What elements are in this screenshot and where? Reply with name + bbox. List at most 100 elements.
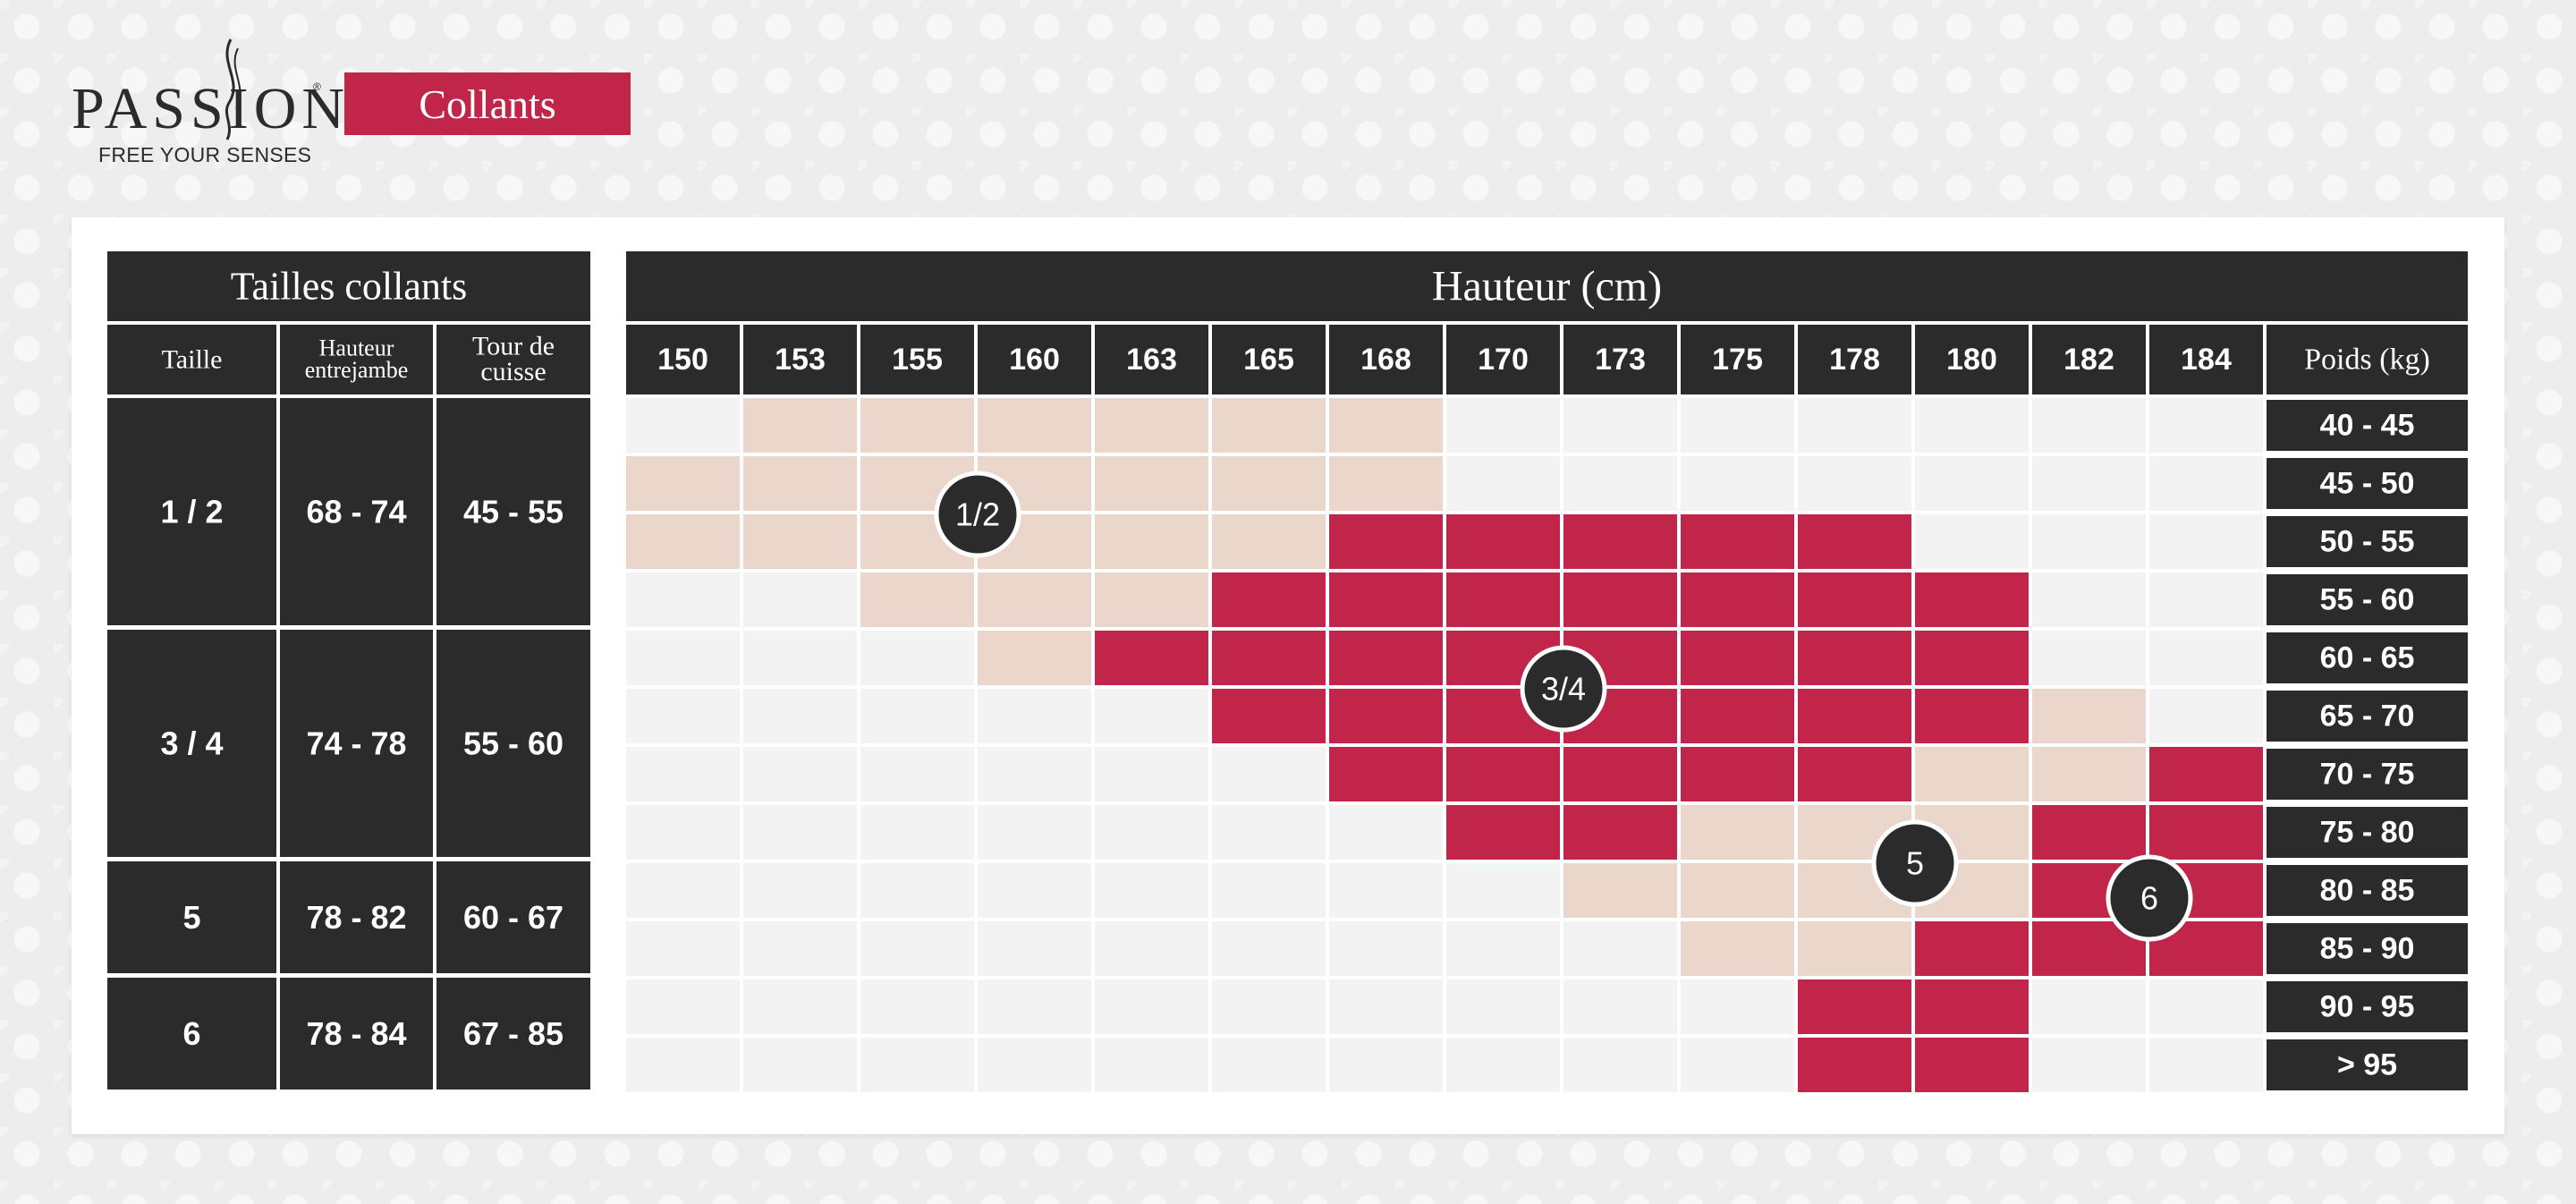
grid-cell — [626, 514, 740, 569]
weight-header-label: Poids (kg) — [2304, 343, 2430, 377]
grid-cell — [1095, 1038, 1208, 1092]
grid-cell — [1446, 398, 1560, 453]
grid-cell — [1798, 921, 1911, 976]
grid-cell — [2149, 456, 2263, 511]
height-tick-cell — [743, 325, 857, 394]
weight-tick-cell — [2267, 400, 2468, 451]
weight-tick-label: 70 - 75 — [2320, 758, 2415, 792]
size-table-value: 45 - 55 — [463, 494, 564, 530]
height-tick-cell — [1329, 325, 1443, 394]
grid-cell — [1095, 631, 1208, 685]
grid-cell — [1915, 631, 2029, 685]
grid-cell — [1212, 689, 1326, 743]
grid-cell — [860, 863, 974, 918]
size-table-value: 6 — [182, 1015, 200, 1052]
grid-cell — [626, 979, 740, 1034]
height-tick-label: 165 — [1243, 343, 1294, 377]
height-tick-cell — [1798, 325, 1911, 394]
size-table-value: 78 - 84 — [306, 1015, 406, 1052]
grid-cell — [1095, 514, 1208, 569]
weight-tick-cell — [2267, 458, 2468, 509]
grid-cell — [2032, 747, 2146, 801]
grid-cell — [1095, 398, 1208, 453]
grid-cell — [1798, 514, 1911, 569]
size-table-value: 68 - 74 — [306, 494, 406, 530]
grid-cell — [978, 805, 1091, 860]
height-tick-cell — [2149, 325, 2263, 394]
grid-cell — [2032, 805, 2146, 860]
grid-cell — [1329, 572, 1443, 627]
registered-mark: ® — [313, 81, 321, 93]
grid-cell — [1563, 747, 1677, 801]
grid-cell — [1446, 572, 1560, 627]
header-line: Tour de — [472, 332, 555, 361]
size-table-cell — [436, 861, 590, 973]
grid-cell — [1095, 921, 1208, 976]
brand-name: PASSION — [72, 76, 351, 141]
height-tick-label: 173 — [1595, 343, 1646, 377]
grid-cell — [2032, 398, 2146, 453]
grid-cell — [1329, 921, 1443, 976]
grid-cell — [860, 572, 974, 627]
grid-cell — [1446, 979, 1560, 1034]
grid-cell — [1212, 456, 1326, 511]
grid-cell — [978, 631, 1091, 685]
grid-cell — [1915, 921, 2029, 976]
grid-cell — [626, 805, 740, 860]
size-table-cell — [280, 398, 433, 625]
grid-cell — [1563, 572, 1677, 627]
size-table-value: 78 - 82 — [306, 899, 406, 936]
grid-cell — [978, 398, 1091, 453]
weight-tick-label: 65 - 70 — [2320, 700, 2415, 733]
grid-cell — [2149, 572, 2263, 627]
grid-cell — [978, 689, 1091, 743]
grid-cell — [1798, 456, 1911, 511]
grid-cell — [743, 631, 857, 685]
grid-cell — [1563, 514, 1677, 569]
size-zone-marker — [2106, 854, 2193, 942]
grid-cell — [1681, 863, 1794, 918]
weight-tick-cell — [2267, 574, 2468, 625]
grid-cell — [1212, 979, 1326, 1034]
grid-cell — [743, 572, 857, 627]
grid-cell — [1212, 572, 1326, 627]
size-table-value: 67 - 85 — [463, 1015, 564, 1052]
weight-tick-label: 85 - 90 — [2320, 932, 2415, 966]
grid-cell — [743, 1038, 857, 1092]
weight-tick-cell — [2267, 865, 2468, 916]
grid-cell — [1446, 747, 1560, 801]
weight-tick-cell — [2267, 923, 2468, 974]
grid-cell — [860, 689, 974, 743]
grid-cell — [2149, 747, 2263, 801]
size-zone-label: 3/4 — [1541, 671, 1586, 708]
grid-cell — [1212, 805, 1326, 860]
grid-cell — [1563, 456, 1677, 511]
grid-cell — [1681, 514, 1794, 569]
grid-cell — [978, 863, 1091, 918]
grid-cell — [626, 863, 740, 918]
grid-cell — [743, 514, 857, 569]
grid-cell — [1798, 572, 1911, 627]
size-table-title: Tailles collants — [231, 265, 468, 309]
grid-cell — [1329, 979, 1443, 1034]
height-tick-label: 182 — [2063, 343, 2114, 377]
grid-cell — [743, 456, 857, 511]
size-chart: Tailles collants Taille Hauteur entrejambe T… — [107, 251, 2468, 1092]
height-tick-label: 168 — [1360, 343, 1411, 377]
category-badge: Collants — [344, 72, 631, 135]
grid-cell — [1681, 456, 1794, 511]
size-table-header-cell — [107, 325, 276, 394]
height-tick-label: 175 — [1712, 343, 1763, 377]
grid-cell — [1798, 689, 1911, 743]
grid-cell — [2149, 631, 2263, 685]
grid-cell — [2032, 689, 2146, 743]
size-table-header-label: Taille — [162, 345, 223, 375]
header-line: entrejambe — [305, 357, 409, 383]
grid-cell — [2032, 572, 2146, 627]
height-tick-label: 155 — [892, 343, 943, 377]
grid-cell — [626, 572, 740, 627]
grid-cell — [2032, 456, 2146, 511]
brand-tagline: FREE YOUR SENSES — [98, 143, 312, 166]
size-table-value: 5 — [182, 899, 200, 936]
grid-cell — [1798, 398, 1911, 453]
